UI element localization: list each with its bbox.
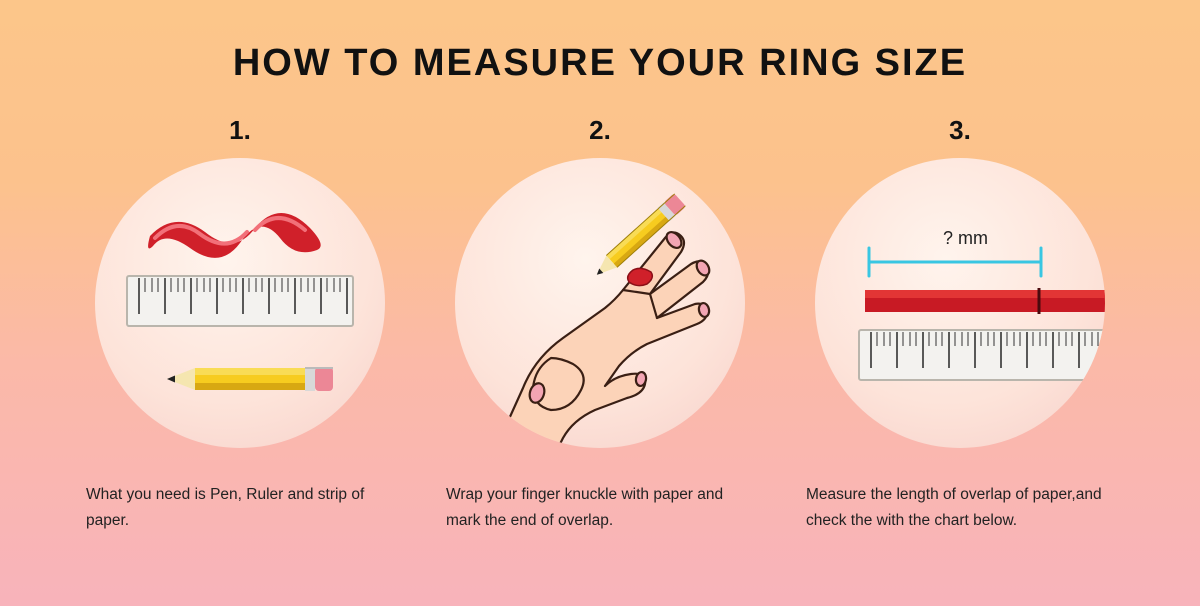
step-1-desc: What you need is Pen, Ruler and strip of… xyxy=(80,482,400,533)
step-2-desc: Wrap your finger knuckle with paper and … xyxy=(440,482,760,533)
step-3: 3. ? mm xyxy=(800,115,1120,533)
step-1-illustration xyxy=(95,158,385,448)
step-1-number: 1. xyxy=(80,115,400,146)
step-3-number: 3. xyxy=(800,115,1120,146)
step-1-circle xyxy=(95,158,385,448)
step-2: 2. xyxy=(440,115,760,533)
paper-strip-icon xyxy=(865,288,1105,314)
paper-wrap-icon xyxy=(628,268,653,285)
ruler-measure-icon xyxy=(859,330,1105,380)
infographic-title: HOW TO MEASURE YOUR RING SIZE xyxy=(0,0,1200,85)
pencil-icon xyxy=(167,367,333,391)
step-2-number: 2. xyxy=(440,115,760,146)
step-3-illustration: ? mm xyxy=(815,158,1105,448)
ruler-icon xyxy=(127,276,353,326)
step-3-circle: ? mm xyxy=(815,158,1105,448)
steps-row: 1. xyxy=(0,85,1200,533)
step-2-circle xyxy=(455,158,745,448)
step-2-illustration xyxy=(455,158,745,448)
step-1: 1. xyxy=(80,115,400,533)
measure-bracket-icon xyxy=(869,248,1041,276)
measure-label: ? mm xyxy=(943,228,988,248)
step-3-desc: Measure the length of overlap of paper,a… xyxy=(800,482,1120,533)
ribbon-icon xyxy=(148,213,321,258)
